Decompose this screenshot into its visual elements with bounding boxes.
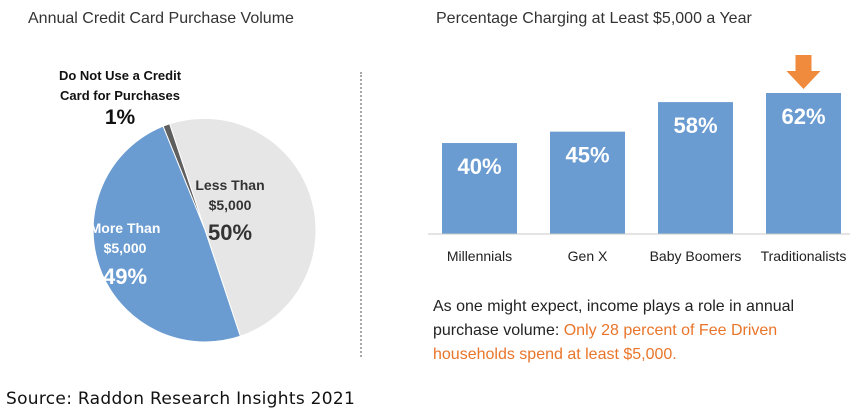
more-than-5000-label-line-1: More Than xyxy=(90,220,161,236)
x-tick-label-baby-boomers: Baby Boomers xyxy=(650,248,742,264)
bar-baby-boomers xyxy=(658,102,733,234)
charging-5000-bar-chart: 40% Millennials 45% Gen X 58% Baby Boomers 62%… xyxy=(428,55,850,264)
less-than-5000-label-line-1: Less Than xyxy=(195,177,264,193)
panel-divider xyxy=(360,72,362,357)
bar-value-label-millennials: 40% xyxy=(457,154,501,179)
bar-value-label-gen-x: 45% xyxy=(565,143,609,168)
more-than-5000-value-label: 49% xyxy=(103,264,147,289)
pie-chart-title: Annual Credit Card Purchase Volume xyxy=(28,10,294,27)
less-than-5000-slice xyxy=(169,117,317,337)
source-citation: Source: Raddon Research Insights 2021 xyxy=(6,389,356,409)
more-than-5000-slice xyxy=(92,125,241,343)
no-credit-label-line-2: Card for Purchases xyxy=(60,88,180,103)
no-credit-label-line-1: Do Not Use a Credit xyxy=(59,68,182,83)
x-tick-label-traditionalists: Traditionalists xyxy=(761,248,847,264)
down-arrow-icon xyxy=(786,55,821,89)
income-note-highlight: Only 28 percent of Fee Driven households… xyxy=(433,322,778,363)
no-credit-value-label: 1% xyxy=(105,106,136,129)
bar-value-label-baby-boomers: 58% xyxy=(673,113,717,138)
bar-traditionalists xyxy=(766,93,841,234)
more-than-5000-label-line-2: $5,000 xyxy=(104,240,147,256)
less-than-5000-label-line-2: $5,000 xyxy=(209,197,252,213)
purchase-volume-pie-chart: Do Not Use a Credit Card for Purchases 1% L… xyxy=(59,68,317,343)
income-note: As one might expect, income plays a role… xyxy=(433,295,833,367)
less-than-5000-value-label: 50% xyxy=(208,220,252,245)
bar-chart-title: Percentage Charging at Least $5,000 a Ye… xyxy=(436,10,752,27)
x-tick-label-gen-x: Gen X xyxy=(568,248,608,264)
income-note-text: As one might expect, income plays a role… xyxy=(433,298,795,339)
x-tick-label-millennials: Millennials xyxy=(447,248,512,264)
bar-value-label-traditionalists: 62% xyxy=(781,104,825,129)
bar-gen-x xyxy=(550,131,625,234)
bar-millennials xyxy=(442,143,517,234)
